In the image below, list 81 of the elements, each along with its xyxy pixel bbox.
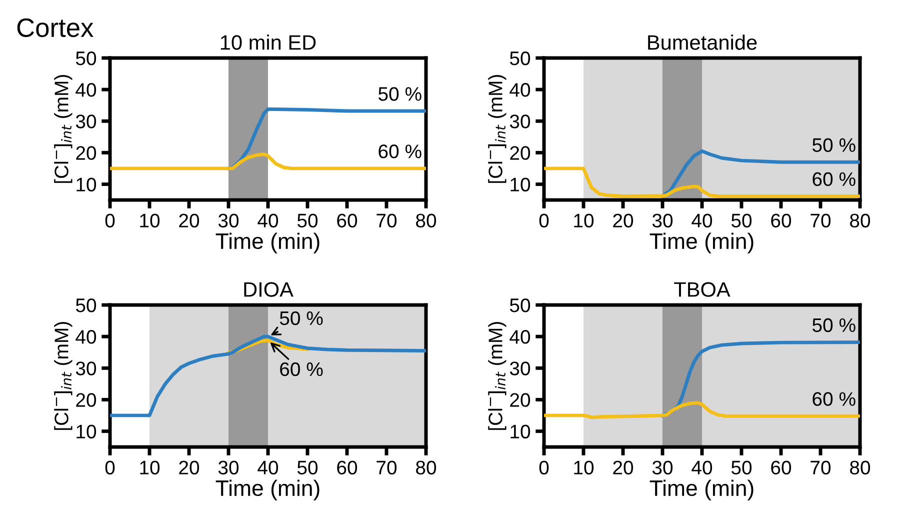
y-tick-label: 30 [76,362,96,376]
x-tick-label: 20 [179,460,200,474]
y-axis-title: [Cl$^{−}$]$_{int}$ (mM) [488,322,506,430]
x-tick-label: 80 [416,214,436,228]
series-label: 50 % [812,138,856,152]
y-axis-title: [Cl$^{−}$]$_{int}$ (mM) [54,322,72,430]
chart-title: DIOA [244,282,294,297]
x-tick-label: 20 [613,460,634,474]
x-axis-title: Time (min) [216,232,320,254]
y-tick-label: 40 [76,330,96,344]
series-label: 50 % [378,87,422,101]
x-tick-label: 30 [652,460,673,474]
y-tick-label: 10 [510,424,530,438]
y-tick-label: 50 [76,298,96,312]
y-tick-label: 30 [510,362,530,376]
x-tick-label: 10 [140,460,160,474]
x-tick-label: 30 [652,214,673,228]
series-label: 50 % [812,318,856,332]
y-tick-label: 50 [510,51,530,66]
x-tick-label: 0 [539,460,549,474]
x-axis-title: Time (min) [216,480,320,500]
x-tick-label: 20 [179,214,200,228]
y-tick-label: 30 [510,114,530,128]
chart-title: TBOA [674,282,730,297]
x-tick-label: 0 [539,214,549,228]
x-tick-label: 50 [297,460,318,474]
y-tick-label: 50 [76,51,96,66]
x-tick-label: 70 [810,460,831,474]
series-label: 60 % [812,392,856,406]
y-tick-label: 20 [76,146,96,160]
chart-title: Bumetanide [648,34,757,50]
x-tick-label: 80 [850,460,870,474]
annotation: 60 % [280,362,323,376]
x-tick-label: 30 [218,214,239,228]
y-tick-label: 20 [510,146,530,160]
x-tick-label: 70 [810,214,831,228]
text: Cortex [17,18,94,38]
x-axis-title: Time (min) [650,480,754,500]
series-label: 60 % [812,172,856,186]
x-tick-label: 70 [376,460,397,474]
line-series [110,334,426,418]
y-tick-label: 40 [76,83,96,97]
y-tick-label: 20 [510,393,530,407]
x-tick-label: 10 [140,214,160,228]
x-tick-label: 40 [258,460,278,474]
y-tick-label: 10 [510,178,530,192]
y-tick-label: 20 [76,393,96,407]
line-series [544,166,860,198]
x-tick-label: 60 [771,460,792,474]
x-tick-label: 40 [258,214,278,228]
x-tick-label: 0 [105,460,115,474]
line-series [660,340,860,418]
y-tick-label: 10 [76,178,96,192]
x-tick-label: 40 [692,460,712,474]
x-tick-label: 30 [218,460,239,474]
x-tick-label: 20 [613,214,634,228]
x-axis-title: Time (min) [650,232,754,254]
y-axis-title: [Cl$^{−}$]$_{int}$ (mM) [54,75,72,183]
x-tick-label: 60 [337,214,358,228]
x-tick-label: 60 [337,460,358,474]
annotation: 50 % [280,311,323,326]
x-tick-label: 10 [574,214,594,228]
y-tick-label: 10 [76,424,96,438]
y-tick-label: 30 [76,114,96,128]
x-tick-label: 80 [416,460,436,474]
x-tick-label: 50 [731,460,752,474]
chart-title: 10 min ED [220,34,316,50]
x-tick-label: 50 [731,214,752,228]
x-tick-label: 50 [297,214,318,228]
x-tick-label: 40 [692,214,712,228]
y-axis-title: [Cl$^{−}$]$_{int}$ (mM) [488,75,506,183]
y-tick-label: 40 [510,83,530,97]
x-tick-label: 10 [574,460,594,474]
x-tick-label: 80 [850,214,870,228]
series-label: 60 % [378,144,422,158]
y-tick-label: 40 [510,330,530,344]
x-tick-label: 0 [105,214,115,228]
y-tick-label: 50 [510,298,530,312]
line-series [226,107,426,170]
x-tick-label: 60 [771,214,792,228]
x-tick-label: 70 [376,214,397,228]
